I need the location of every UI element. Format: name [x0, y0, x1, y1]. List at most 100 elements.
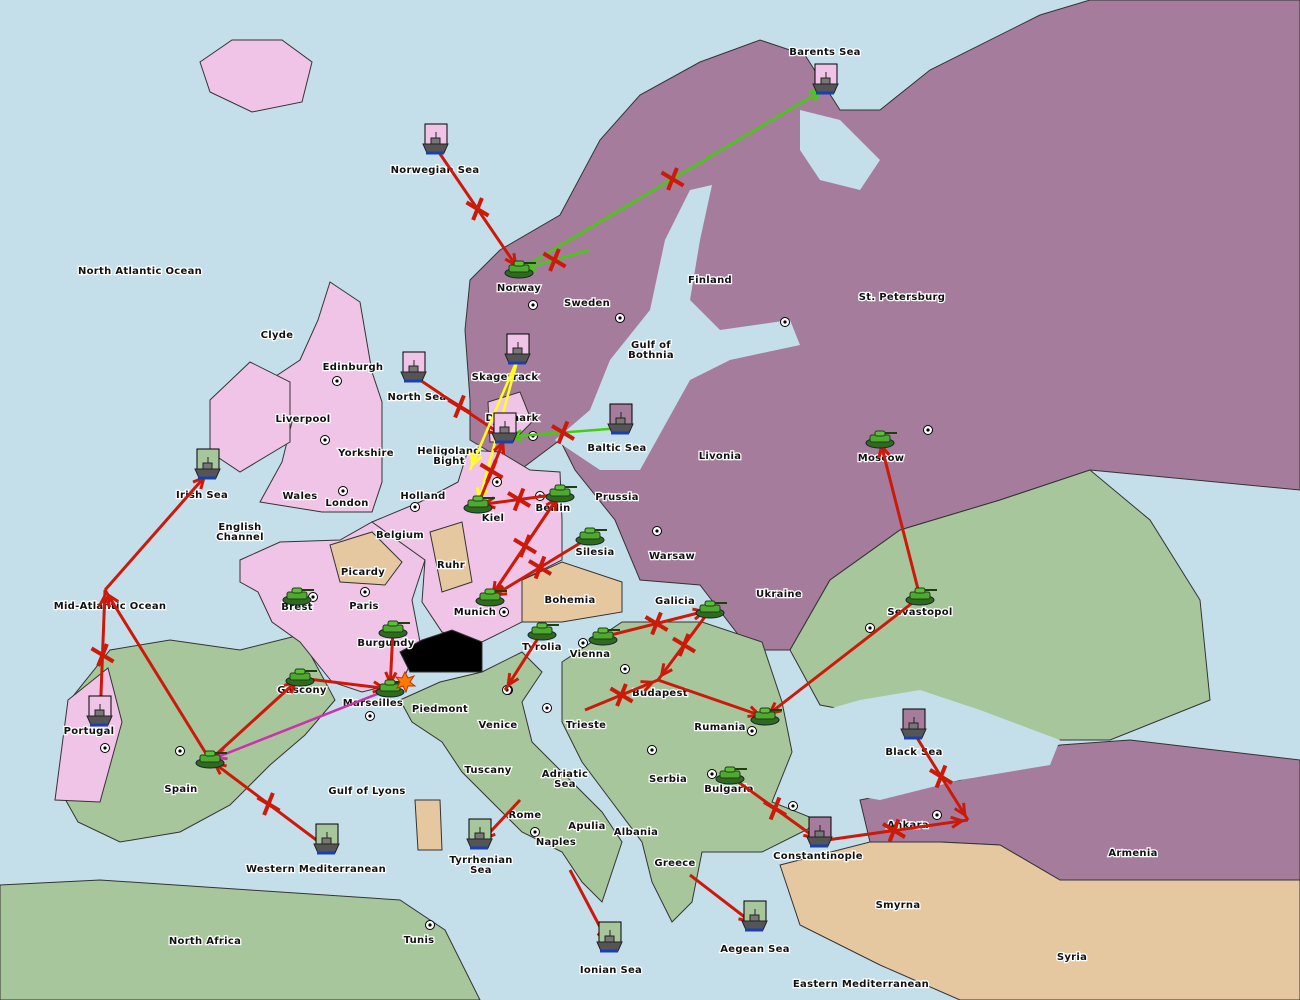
- province-label-baltic-sea[interactable]: Baltic Sea: [586, 442, 647, 456]
- province-label-galicia[interactable]: Galicia: [654, 595, 696, 609]
- province-label-eastern-mediterranean[interactable]: Eastern Mediterranean: [792, 978, 930, 992]
- sardinia[interactable]: [414, 799, 443, 851]
- province-label-smyrna[interactable]: Smyrna: [874, 899, 921, 913]
- province-label-armenia[interactable]: Armenia: [1107, 847, 1158, 861]
- fleet-unit[interactable]: [596, 921, 623, 953]
- province-label-finland[interactable]: Finland: [687, 274, 733, 288]
- province-label-picardy[interactable]: Picardy: [340, 566, 387, 580]
- province-label-gulf-of-bothnia[interactable]: Gulf of Bothnia: [627, 339, 675, 363]
- province-label-london[interactable]: London: [324, 497, 370, 511]
- army-unit[interactable]: [695, 600, 727, 619]
- province-label-albania[interactable]: Albania: [613, 826, 660, 840]
- britain[interactable]: [259, 281, 383, 513]
- province-label-vienna[interactable]: Vienna: [568, 648, 611, 662]
- province-label-wales[interactable]: Wales: [281, 490, 318, 504]
- province-label-munich[interactable]: Munich: [453, 606, 498, 620]
- province-label-kiel[interactable]: Kiel: [480, 512, 505, 526]
- province-label-rumania[interactable]: Rumania: [693, 721, 747, 735]
- fleet-unit[interactable]: [504, 333, 531, 365]
- province-label-tunis[interactable]: Tunis: [402, 934, 435, 948]
- province-label-livonia[interactable]: Livonia: [697, 450, 742, 464]
- province-label-berlin[interactable]: Berlin: [534, 502, 571, 516]
- gulf-of-bothnia-water[interactable]: [555, 185, 800, 470]
- black-sea-water[interactable]: [790, 690, 1060, 800]
- province-label-irish-sea[interactable]: Irish Sea: [175, 489, 229, 503]
- syria-smyrna[interactable]: [779, 841, 1300, 1000]
- province-label-tuscany[interactable]: Tuscany: [463, 764, 513, 778]
- army-unit[interactable]: [588, 627, 620, 646]
- fleet-unit[interactable]: [900, 708, 927, 740]
- army-unit[interactable]: [378, 620, 410, 639]
- province-label-warsaw[interactable]: Warsaw: [648, 550, 696, 564]
- province-label-syria[interactable]: Syria: [1056, 951, 1089, 965]
- italy[interactable]: [399, 651, 623, 903]
- fleet-unit[interactable]: [491, 412, 518, 444]
- fleet-unit[interactable]: [422, 123, 449, 155]
- fleet-unit[interactable]: [806, 816, 833, 848]
- province-label-venice[interactable]: Venice: [477, 719, 518, 733]
- province-label-bohemia[interactable]: Bohemia: [543, 594, 596, 608]
- province-label-naples[interactable]: Naples: [535, 836, 577, 850]
- switzerland[interactable]: [399, 629, 483, 673]
- army-unit[interactable]: [504, 260, 536, 279]
- ruhr[interactable]: [429, 521, 473, 593]
- province-label-yorkshire[interactable]: Yorkshire: [336, 447, 395, 461]
- province-label-marseilles[interactable]: Marseilles: [342, 697, 405, 711]
- belgium-picardy[interactable]: [329, 531, 403, 586]
- army-unit[interactable]: [715, 766, 747, 785]
- province-label-belgium[interactable]: Belgium: [375, 529, 425, 543]
- army-unit[interactable]: [282, 587, 314, 606]
- army-unit[interactable]: [463, 495, 495, 514]
- province-label-spain[interactable]: Spain: [163, 783, 198, 797]
- fleet-unit[interactable]: [313, 823, 340, 855]
- province-label-norwegian-sea[interactable]: Norwegian Sea: [389, 164, 480, 178]
- province-label-barents-sea[interactable]: Barents Sea: [788, 46, 862, 60]
- iceland[interactable]: [199, 39, 313, 113]
- province-label-north-africa[interactable]: North Africa: [168, 935, 242, 949]
- province-label-apulia[interactable]: Apulia: [567, 820, 607, 834]
- bohemia[interactable]: [521, 561, 623, 623]
- army-unit[interactable]: [750, 707, 782, 726]
- province-label-north-sea[interactable]: North Sea: [386, 391, 447, 405]
- province-label-ukraine[interactable]: Ukraine: [755, 588, 803, 602]
- province-label-ruhr[interactable]: Ruhr: [436, 559, 466, 573]
- white-sea-water[interactable]: [800, 110, 880, 190]
- army-unit[interactable]: [575, 527, 607, 546]
- province-label-sweden[interactable]: Sweden: [563, 297, 611, 311]
- province-label-black-sea[interactable]: Black Sea: [884, 746, 943, 760]
- fleet-unit[interactable]: [741, 900, 768, 932]
- province-label-serbia[interactable]: Serbia: [648, 773, 688, 787]
- army-unit[interactable]: [195, 750, 227, 769]
- army-unit[interactable]: [475, 588, 507, 607]
- province-label-ionian-sea[interactable]: Ionian Sea: [579, 964, 643, 978]
- province-label-clyde[interactable]: Clyde: [259, 329, 294, 343]
- fleet-unit[interactable]: [86, 695, 113, 727]
- province-label-greece[interactable]: Greece: [653, 857, 696, 871]
- province-label-gulf-of-lyons[interactable]: Gulf of Lyons: [327, 785, 407, 799]
- province-label-edinburgh[interactable]: Edinburgh: [321, 361, 384, 375]
- province-label-prussia[interactable]: Prussia: [594, 491, 640, 505]
- province-label-north-atlantic-ocean[interactable]: North Atlantic Ocean: [77, 265, 203, 279]
- province-label-western-mediterranean[interactable]: Western Mediterranean: [245, 863, 387, 877]
- north-africa[interactable]: [0, 879, 481, 1000]
- province-label-budapest[interactable]: Budapest: [631, 687, 689, 701]
- province-label-english-channel[interactable]: English Channel: [215, 521, 265, 545]
- province-label-holland[interactable]: Holland: [399, 490, 446, 504]
- province-label-paris[interactable]: Paris: [348, 600, 380, 614]
- fleet-unit[interactable]: [607, 403, 634, 435]
- province-label-burgundy[interactable]: Burgundy: [356, 637, 416, 651]
- province-label-adriatic-sea[interactable]: Adriatic Sea: [540, 768, 589, 792]
- province-label-rome[interactable]: Rome: [507, 809, 542, 823]
- army-unit[interactable]: [285, 668, 317, 687]
- army-unit[interactable]: [545, 484, 577, 503]
- province-label-heligoland-bight[interactable]: Heligoland Bight: [416, 445, 482, 469]
- army-unit[interactable]: [905, 587, 937, 606]
- province-label-trieste[interactable]: Trieste: [565, 719, 608, 733]
- fleet-unit[interactable]: [400, 351, 427, 383]
- province-label-liverpool[interactable]: Liverpool: [274, 413, 331, 427]
- army-unit[interactable]: [527, 622, 559, 641]
- province-label-portugal[interactable]: Portugal: [62, 725, 115, 739]
- province-label-norway[interactable]: Norway: [496, 282, 543, 296]
- province-label-st-petersburg[interactable]: St. Petersburg: [858, 291, 947, 305]
